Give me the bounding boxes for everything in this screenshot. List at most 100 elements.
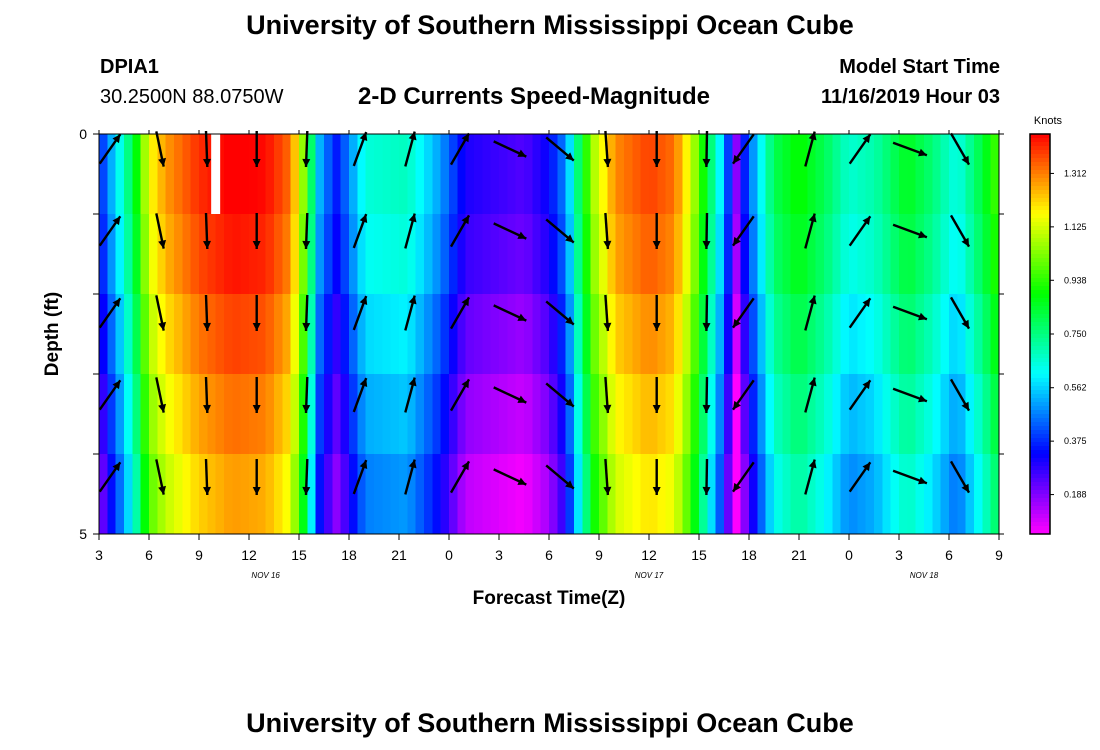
heatmap-cell [265, 454, 275, 535]
heatmap-cell [199, 134, 208, 215]
heatmap-cell [699, 454, 708, 535]
heatmap-cell [224, 454, 233, 535]
heatmap-cell [682, 134, 692, 215]
heatmap-cell [707, 454, 717, 535]
colorbar-segment [1030, 322, 1050, 327]
heatmap-cell [574, 454, 583, 535]
current-vector-head [961, 155, 969, 165]
heatmap-cell [357, 454, 367, 535]
heatmap-cell [474, 374, 483, 455]
heatmap-cell [907, 134, 917, 215]
heatmap-cell [365, 134, 375, 215]
colorbar-segment [1030, 354, 1050, 359]
heatmap-cell [440, 374, 450, 455]
heatmap-cell [282, 214, 292, 295]
current-vector-head [112, 134, 121, 144]
current-vector-head [252, 487, 261, 495]
colorbar-segment [1030, 274, 1050, 279]
heatmap-cell [249, 454, 258, 535]
heatmap-cell [257, 134, 267, 215]
heatmap-cell [465, 214, 475, 295]
current-vector-head [408, 213, 417, 223]
heatmap-cell [240, 294, 250, 375]
colorbar-segment [1030, 438, 1050, 443]
heatmap-cell [524, 454, 533, 535]
current-vector-head [158, 321, 166, 331]
heatmap-cell [432, 214, 442, 295]
heatmap-cell [499, 374, 508, 455]
heatmap-cell [265, 134, 275, 215]
heatmap-cell [974, 374, 983, 455]
heatmap-cell [465, 454, 475, 535]
colorbar-segment [1030, 298, 1050, 303]
date-label: NOV 18 [910, 571, 939, 580]
heatmap-cell [174, 374, 183, 455]
date-label: NOV 16 [251, 571, 280, 580]
heatmap-cell [590, 294, 600, 375]
current-vector-head [252, 405, 261, 413]
heatmap-cell [790, 294, 800, 375]
heatmap-cell [390, 214, 400, 295]
heatmap-cell [315, 374, 325, 455]
heatmap-cell [990, 454, 1000, 535]
current-vector-head [961, 483, 969, 493]
heatmap-cell [765, 454, 775, 535]
heatmap-cell [749, 134, 758, 215]
colorbar-segment [1030, 470, 1050, 475]
current-vector-head [862, 216, 871, 226]
heatmap-cell [757, 374, 767, 455]
heatmap-cell [865, 134, 875, 215]
heatmap-cell [149, 214, 158, 295]
heatmap-cell [865, 374, 875, 455]
current-vector-head [517, 395, 527, 403]
heatmap-cell [565, 134, 575, 215]
heatmap-cell [807, 294, 817, 375]
heatmap-cell [724, 134, 733, 215]
heatmap-cell [940, 214, 950, 295]
colorbar-segment [1030, 282, 1050, 287]
heatmap-cell [507, 454, 517, 535]
heatmap-cell [632, 294, 642, 375]
heatmap-cell [115, 374, 125, 455]
heatmap-cell [624, 134, 633, 215]
colorbar-segment [1030, 294, 1050, 299]
heatmap-cell [232, 214, 242, 295]
heatmap-cell [107, 294, 117, 375]
heatmap-cell [815, 374, 825, 455]
heatmap-cell [215, 294, 225, 375]
current-vector-head [808, 295, 817, 305]
heatmap-cell [190, 134, 200, 215]
heatmap-cell [874, 214, 883, 295]
colorbar-segment [1030, 194, 1050, 199]
heatmap-cell [699, 294, 708, 375]
current-vector-head [565, 152, 574, 161]
current-vector-head [252, 241, 261, 249]
heatmap-cell [99, 374, 108, 455]
colorbar-segment [1030, 370, 1050, 375]
heatmap-cell [290, 294, 300, 375]
heatmap-cell [515, 294, 525, 375]
heatmap-cell [749, 374, 758, 455]
heatmap-cell [540, 454, 550, 535]
colorbar [1030, 134, 1050, 535]
heatmap-cell [182, 294, 192, 375]
y-tick-label: 5 [79, 526, 87, 542]
heatmap-cell [474, 294, 483, 375]
heatmap-cell [457, 134, 467, 215]
heatmap-cell [132, 134, 142, 215]
heatmap-cell [424, 134, 433, 215]
heatmap-cell [157, 374, 167, 455]
current-vector-head [302, 404, 311, 413]
heatmap-cell [365, 294, 375, 375]
date-label: NOV 17 [635, 571, 664, 580]
heatmap-cell [290, 374, 300, 455]
colorbar-segment [1030, 134, 1050, 139]
heatmap-cell [482, 454, 492, 535]
heatmap-cell [299, 374, 308, 455]
heatmap-cell [399, 374, 408, 455]
heatmap-cell [882, 294, 892, 375]
heatmap-cell [490, 214, 500, 295]
heatmap-cell [940, 454, 950, 535]
colorbar-segment [1030, 530, 1050, 535]
heatmap-cell [640, 454, 650, 535]
